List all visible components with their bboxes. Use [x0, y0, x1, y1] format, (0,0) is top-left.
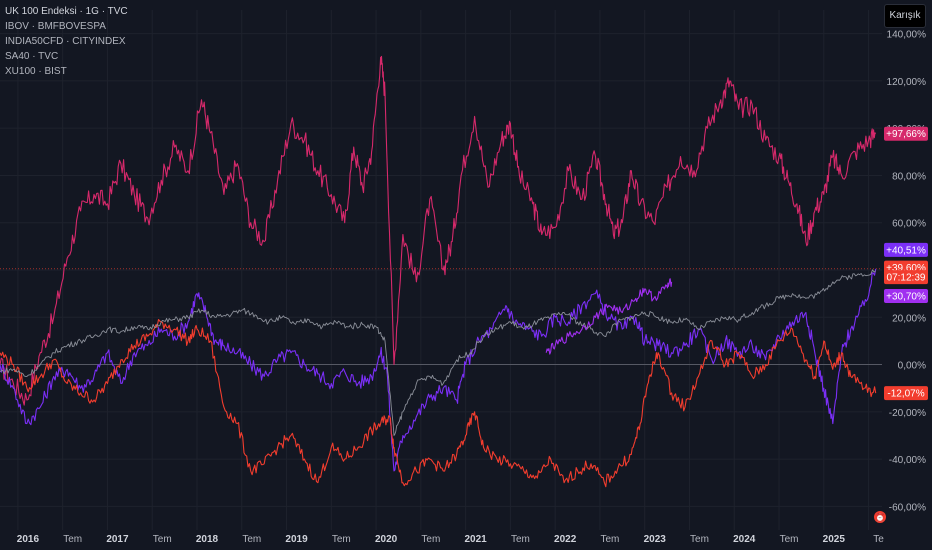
y-tick-label: 120,00% — [887, 77, 927, 88]
alert-icon[interactable]: ⏰ — [874, 511, 886, 523]
legend-item-india50[interactable]: INDIA50CFD · CITYINDEX — [5, 36, 126, 47]
grid-layer — [0, 10, 882, 530]
series-line-1 — [0, 268, 877, 472]
y-tick-label: -60,00% — [889, 502, 926, 513]
price-badge-label: +97,66% — [886, 129, 926, 140]
series-line-0 — [0, 55, 877, 406]
x-tick-label: 2017 — [106, 534, 129, 545]
x-tick-label: Tem — [511, 534, 530, 545]
price-badge-bg — [884, 270, 928, 285]
x-tick-label: 2018 — [196, 534, 219, 545]
series-line-3 — [0, 269, 876, 436]
price-badge-label: -12,07% — [887, 389, 924, 400]
y-tick-label: 140,00% — [887, 30, 927, 41]
x-tick-label: Tem — [153, 534, 172, 545]
legend-item-sa40[interactable]: SA40 · TVC — [5, 51, 59, 62]
y-tick-label: 20,00% — [892, 313, 926, 324]
series-line-2 — [0, 318, 877, 488]
x-tick-label: 2024 — [733, 534, 756, 545]
price-badge: +40,51% — [884, 242, 928, 257]
y-tick-label: -20,00% — [889, 408, 926, 419]
x-tick-label: Tem — [690, 534, 709, 545]
price-badge-bg — [884, 126, 928, 141]
price-badge: +97,66% — [884, 126, 928, 141]
x-tick-label: Te — [873, 534, 884, 545]
legend-item-xu100[interactable]: XU100 · BIST — [5, 66, 67, 77]
price-badge-label: +39,60% — [886, 263, 926, 274]
x-tick-label: 2021 — [464, 534, 487, 545]
price-badge-label: +40,51% — [886, 245, 926, 256]
price-badge-bg — [884, 242, 928, 257]
x-axis: 2016 Tem 2017 Tem 2018 Tem 2019 Tem 2020 Tem 2021 T… — [17, 534, 885, 545]
price-badge-label: 07:12:39 — [887, 273, 926, 284]
price-badge-label: +30,70% — [886, 292, 926, 303]
legend-item-ibov[interactable]: IBOV · BMFBOVESPA — [5, 21, 106, 32]
x-tick-label: Tem — [780, 534, 799, 545]
y-tick-label: 80,00% — [892, 171, 926, 182]
x-tick-label: Tem — [421, 534, 440, 545]
x-tick-label: Tem — [600, 534, 619, 545]
price-badge: +30,70% — [884, 289, 928, 303]
x-tick-label: Tem — [63, 534, 82, 545]
price-badge: 07:12:39 — [884, 270, 928, 285]
y-tick-label: 0,00% — [898, 361, 926, 372]
svg-text:⏰: ⏰ — [875, 512, 885, 522]
series-layer — [0, 55, 877, 488]
y-tick-label: -40,00% — [889, 455, 926, 466]
x-tick-label: 2020 — [375, 534, 398, 545]
x-tick-label: 2016 — [17, 534, 40, 545]
y-tick-label: 60,00% — [892, 219, 926, 230]
x-tick-label: Tem — [242, 534, 261, 545]
price-badge-bg — [884, 289, 928, 303]
legend-item-main[interactable]: UK 100 Endeksi · 1G · TVC — [5, 6, 128, 17]
series-line-4 — [545, 278, 673, 355]
x-tick-label: Tem — [332, 534, 351, 545]
x-tick-label: 2019 — [285, 534, 308, 545]
price-badges: +97,66% +40,51% +39,60%07:12:39 +30,70% -12,… — [884, 126, 928, 401]
scale-mode-button[interactable]: Karışık — [884, 4, 926, 28]
price-badge: -12,07% — [884, 386, 928, 401]
price-badge-bg — [884, 386, 928, 401]
x-tick-label: 2025 — [823, 534, 846, 545]
x-tick-label: 2023 — [644, 534, 667, 545]
legend: UK 100 Endeksi · 1G · TVC IBOV · BMFBOVE… — [5, 4, 128, 79]
x-tick-label: 2022 — [554, 534, 577, 545]
